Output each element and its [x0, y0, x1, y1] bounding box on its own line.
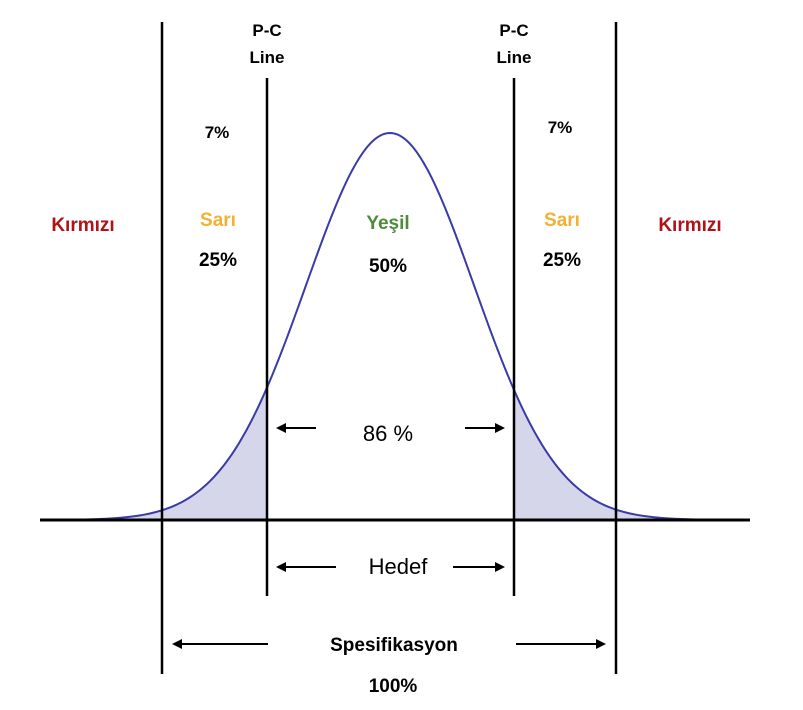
pc-line-left-label-1: P-C	[252, 21, 281, 40]
pc-line-left-label-2: Line	[250, 48, 285, 67]
target-span-arrow-right	[453, 562, 505, 572]
spec-span-arrow-left	[172, 639, 268, 649]
yellow-right-label: Sarı	[544, 210, 580, 231]
right-tail-shading	[514, 389, 720, 520]
target-span-arrow-left	[276, 562, 336, 572]
pc-line-right-label-1: P-C	[499, 21, 528, 40]
left-tail-shading	[60, 387, 267, 520]
bell-curve	[59, 131, 721, 521]
yellow-left-tail-percent: 7%	[205, 123, 230, 142]
yellow-right-tail-percent: 7%	[548, 118, 573, 137]
spec-span-label: Spesifikasyon	[330, 635, 458, 656]
yellow-left-percent: 25%	[199, 250, 237, 271]
inner-span-label: 86 %	[363, 421, 413, 446]
red-right-label: Kırmızı	[658, 215, 721, 236]
spec-span-percent: 100%	[369, 676, 418, 697]
inner-span-arrow-left	[276, 423, 316, 433]
spec-span-arrow-right	[516, 639, 606, 649]
red-left-label: Kırmızı	[51, 215, 114, 236]
green-label: Yeşil	[366, 213, 409, 234]
yellow-left-label: Sarı	[200, 210, 236, 231]
yellow-right-percent: 25%	[543, 250, 581, 271]
target-span-label: Hedef	[369, 554, 429, 579]
pc-line-right-label-2: Line	[497, 48, 532, 67]
green-percent: 50%	[369, 256, 407, 277]
inner-span-arrow-right	[465, 423, 505, 433]
